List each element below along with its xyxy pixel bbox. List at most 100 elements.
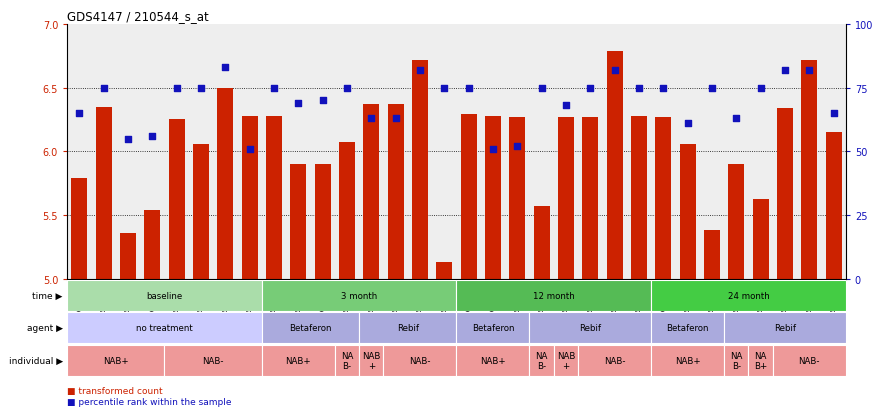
Bar: [266, 116, 282, 279]
Point: [266, 85, 281, 92]
Text: NAB-: NAB-: [202, 356, 224, 365]
Text: NA
B-: NA B-: [535, 351, 547, 370]
Point: [340, 85, 354, 92]
Point: [729, 116, 743, 122]
Bar: [436, 263, 451, 279]
Text: NAB
+: NAB +: [556, 351, 575, 370]
Bar: [387, 105, 403, 279]
Bar: [578, 345, 651, 376]
Text: individual ▶: individual ▶: [9, 356, 63, 365]
Text: baseline: baseline: [146, 292, 182, 300]
Bar: [460, 115, 476, 279]
Point: [461, 85, 476, 92]
Point: [291, 100, 305, 107]
Bar: [67, 280, 261, 311]
Bar: [261, 313, 358, 344]
Bar: [553, 345, 578, 376]
Point: [583, 85, 597, 92]
Bar: [120, 233, 136, 279]
Bar: [411, 60, 427, 279]
Bar: [339, 143, 354, 279]
Bar: [558, 118, 573, 279]
Text: Betaferon: Betaferon: [289, 324, 332, 332]
Point: [194, 85, 208, 92]
Text: ■ percentile rank within the sample: ■ percentile rank within the sample: [67, 397, 232, 406]
Point: [753, 85, 767, 92]
Text: Betaferon: Betaferon: [471, 324, 514, 332]
Point: [436, 85, 451, 92]
Text: NAB+: NAB+: [103, 356, 129, 365]
Point: [510, 144, 524, 150]
Text: 3 month: 3 month: [341, 292, 377, 300]
Text: agent ▶: agent ▶: [27, 324, 63, 332]
Point: [97, 85, 111, 92]
Bar: [169, 120, 184, 279]
Bar: [728, 165, 743, 279]
Text: 24 month: 24 month: [727, 292, 769, 300]
Bar: [96, 107, 112, 279]
Bar: [456, 280, 650, 311]
Bar: [704, 231, 719, 279]
Bar: [261, 345, 334, 376]
Bar: [752, 199, 768, 279]
Bar: [193, 145, 208, 279]
Point: [631, 85, 645, 92]
Bar: [164, 345, 261, 376]
Bar: [241, 116, 257, 279]
Text: NA
B+: NA B+: [753, 351, 766, 370]
Point: [679, 121, 694, 127]
Point: [364, 116, 378, 122]
Bar: [630, 116, 646, 279]
Text: Rebif: Rebif: [396, 324, 418, 332]
Bar: [533, 206, 549, 279]
Bar: [529, 345, 553, 376]
Point: [72, 111, 87, 117]
Bar: [654, 118, 670, 279]
Bar: [825, 133, 840, 279]
Text: NAB-: NAB-: [603, 356, 625, 365]
Bar: [772, 345, 845, 376]
Point: [121, 136, 135, 142]
Bar: [485, 116, 501, 279]
Point: [315, 98, 329, 104]
Bar: [334, 345, 358, 376]
Point: [558, 103, 572, 109]
Point: [388, 116, 402, 122]
Bar: [315, 165, 330, 279]
Point: [242, 146, 257, 153]
Text: 12 month: 12 month: [532, 292, 574, 300]
Bar: [217, 88, 233, 279]
Bar: [776, 109, 792, 279]
Text: NAB+: NAB+: [479, 356, 505, 365]
Point: [607, 67, 621, 74]
Bar: [509, 118, 525, 279]
Bar: [67, 345, 164, 376]
Point: [704, 85, 718, 92]
Bar: [582, 118, 597, 279]
Point: [485, 146, 500, 153]
Bar: [261, 280, 456, 311]
Point: [218, 65, 232, 71]
Bar: [606, 52, 622, 279]
Text: time ▶: time ▶: [32, 292, 63, 300]
Text: NA
B-: NA B-: [341, 351, 353, 370]
Point: [777, 67, 791, 74]
Point: [534, 85, 548, 92]
Text: Rebif: Rebif: [578, 324, 601, 332]
Text: NA
B-: NA B-: [730, 351, 742, 370]
Bar: [651, 313, 723, 344]
Bar: [363, 105, 379, 279]
Bar: [723, 345, 747, 376]
Text: no treatment: no treatment: [136, 324, 192, 332]
Bar: [456, 313, 529, 344]
Bar: [651, 345, 723, 376]
Point: [145, 133, 159, 140]
Text: GDS4147 / 210544_s_at: GDS4147 / 210544_s_at: [67, 10, 208, 23]
Bar: [358, 345, 383, 376]
Bar: [383, 345, 456, 376]
Bar: [72, 179, 87, 279]
Text: NAB-: NAB-: [409, 356, 430, 365]
Text: NAB
+: NAB +: [362, 351, 380, 370]
Text: ■ transformed count: ■ transformed count: [67, 386, 163, 394]
Bar: [290, 165, 306, 279]
